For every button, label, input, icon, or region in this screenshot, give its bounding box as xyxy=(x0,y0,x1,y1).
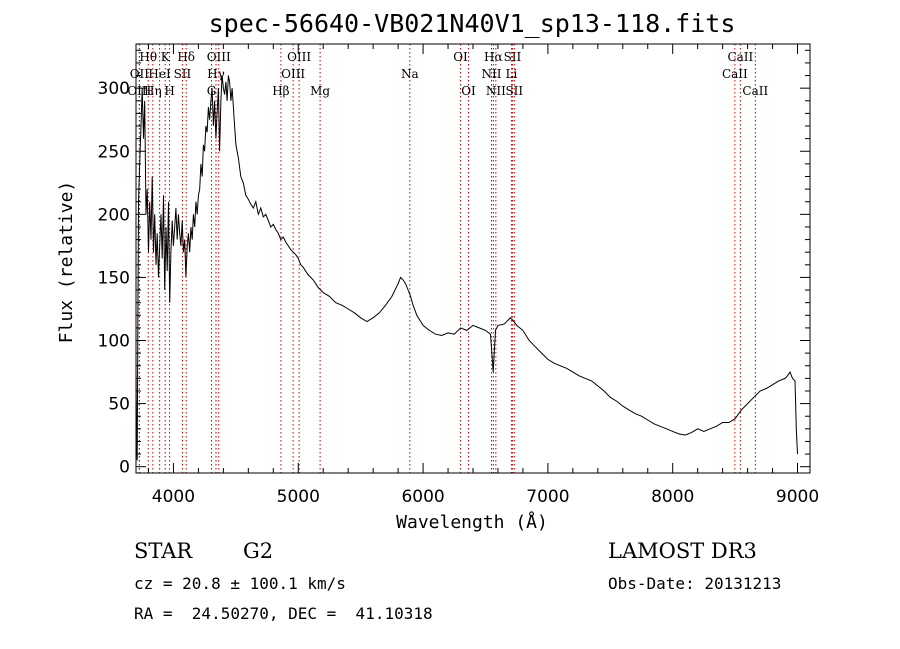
x-axis-label: Wavelength (Å) xyxy=(396,511,548,533)
y-tick-label: 50 xyxy=(108,395,130,415)
y-tick-label: 250 xyxy=(98,142,130,162)
spectral-line-label: K xyxy=(161,50,171,64)
chart-title: spec-56640-VB021N40V1_sp13-118.fits xyxy=(209,9,736,38)
spectral-line-label: OIII xyxy=(127,84,151,98)
spectral-line-label: Hα xyxy=(484,50,503,64)
spectral-line-label: SII xyxy=(504,50,522,64)
redshift-value: cz = 20.8 ± 100.1 km/s xyxy=(134,574,346,593)
x-tick-label: 4000 xyxy=(152,487,195,507)
plot-frame xyxy=(135,43,811,474)
spectral-line-label: OIII xyxy=(287,50,311,64)
y-tick-label: 300 xyxy=(98,79,130,99)
spectral-line-label: NII xyxy=(486,84,506,98)
spectral-line-label: OI xyxy=(453,50,468,64)
x-tick-label: 7000 xyxy=(526,487,569,507)
spectral-line-label: Hδ xyxy=(177,50,195,64)
x-tick-label: 5000 xyxy=(277,487,320,507)
coordinates: RA = 24.50270, DEC = 41.10318 xyxy=(134,604,433,623)
spectral-line-label: OIII xyxy=(281,67,305,81)
y-tick-label: 100 xyxy=(98,332,130,352)
y-tick-label: 0 xyxy=(119,458,130,478)
spectral-line-label: Hη xyxy=(144,84,162,98)
y-tick-label: 150 xyxy=(98,268,130,288)
y-axis-label: Flux (relative) xyxy=(56,181,77,344)
spectral-line-label: SII xyxy=(174,67,192,81)
spectral-line-label: NII xyxy=(481,67,501,81)
spectral-line-label: Li xyxy=(506,67,518,81)
spectral-line-label: HeI xyxy=(148,67,171,81)
spectral-line-label: Hγ xyxy=(207,67,225,81)
spectral-line-label: H xyxy=(164,84,174,98)
x-tick-label: 6000 xyxy=(401,487,444,507)
spectral-line-label: SII xyxy=(505,84,523,98)
flux-series-line xyxy=(135,75,798,461)
spectral-line-label: OIII xyxy=(207,50,231,64)
y-tick-label: 200 xyxy=(98,205,130,225)
x-tick-label: 9000 xyxy=(776,487,819,507)
spectral-line-label: OI xyxy=(461,84,476,98)
x-tick-label: 8000 xyxy=(651,487,694,507)
observation-date: Obs-Date: 20131213 xyxy=(608,574,782,593)
spectral-line-label: Na xyxy=(401,67,419,81)
spectral-line-label: Hθ xyxy=(139,50,157,64)
object-class: STAR xyxy=(134,539,193,563)
object-subclass: G2 xyxy=(243,539,274,563)
spectral-line-label: CaII xyxy=(742,84,768,98)
survey-name: LAMOST DR3 xyxy=(608,539,757,563)
spectral-line-label: CaII xyxy=(727,50,753,64)
spectral-line-label: OII xyxy=(130,67,150,81)
spectral-line-label: CaII xyxy=(722,67,748,81)
spectral-line-label: Hβ xyxy=(272,84,289,98)
spectral-line-label: Mg xyxy=(310,84,330,98)
